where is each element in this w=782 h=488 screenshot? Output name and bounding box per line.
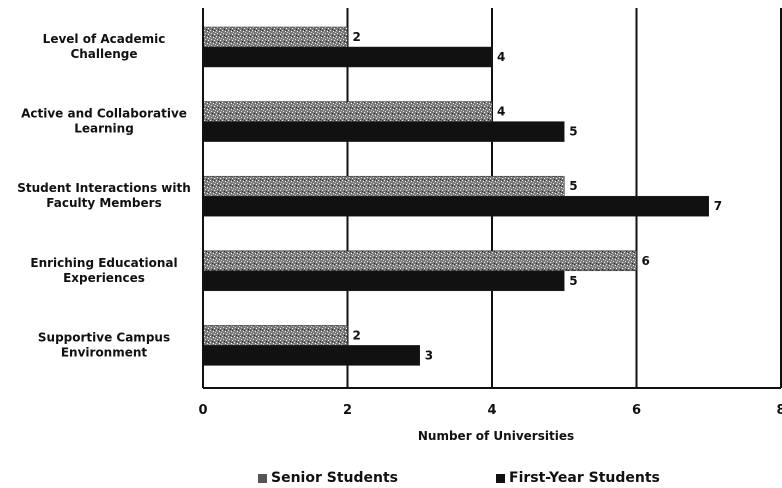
bar-senior xyxy=(202,175,565,197)
bar-first-year xyxy=(202,195,709,217)
legend-item-first-year: First-Year Students xyxy=(496,470,660,486)
bar-senior xyxy=(202,101,493,122)
category-label: Student Interactions with Faculty Members xyxy=(17,181,191,210)
data-label: 2 xyxy=(353,30,361,44)
x-tick-label: 0 xyxy=(198,403,207,418)
x-tick-label: 4 xyxy=(487,403,496,418)
legend-swatch-first-year xyxy=(496,473,505,483)
category-label: Enriching Educational Experiences xyxy=(30,256,177,285)
data-label: 7 xyxy=(714,199,722,213)
data-label: 6 xyxy=(642,254,650,268)
bars: 2 4 4 5 5 7 6 5 2 3 xyxy=(202,26,722,366)
category-label: Active and Collaborative Learning xyxy=(21,107,187,136)
legend-item-senior: Senior Students xyxy=(258,470,398,486)
x-tick-label: 2 xyxy=(343,403,352,418)
data-label: 4 xyxy=(497,105,505,119)
legend-swatch-senior xyxy=(258,473,267,483)
data-label: 5 xyxy=(569,179,577,193)
data-label: 5 xyxy=(569,274,577,288)
x-tick-label: 6 xyxy=(632,403,641,418)
bar-senior xyxy=(202,325,348,346)
data-label: 4 xyxy=(497,50,505,64)
category-label: Supportive Campus Environment xyxy=(38,330,170,359)
x-axis: 0 2 4 6 8 xyxy=(198,8,782,418)
legend-label-first-year: First-Year Students xyxy=(509,470,660,486)
legend-label-senior: Senior Students xyxy=(271,470,398,486)
bar-senior xyxy=(202,26,348,48)
bar-first-year xyxy=(202,345,420,366)
bar-senior xyxy=(202,250,637,272)
data-label: 3 xyxy=(425,348,433,362)
bar-first-year xyxy=(202,46,493,68)
x-tick-label: 8 xyxy=(776,403,782,418)
category-labels: Level of Academic Challenge Active and Col… xyxy=(17,32,191,359)
legend: Senior Students First-Year Students xyxy=(0,470,782,488)
data-label: 2 xyxy=(353,328,361,342)
bar-first-year xyxy=(202,270,565,292)
data-label: 5 xyxy=(569,125,577,139)
category-label: Level of Academic Challenge xyxy=(43,32,166,61)
bar-first-year xyxy=(202,121,565,142)
x-axis-title: Number of Universities xyxy=(418,429,574,443)
